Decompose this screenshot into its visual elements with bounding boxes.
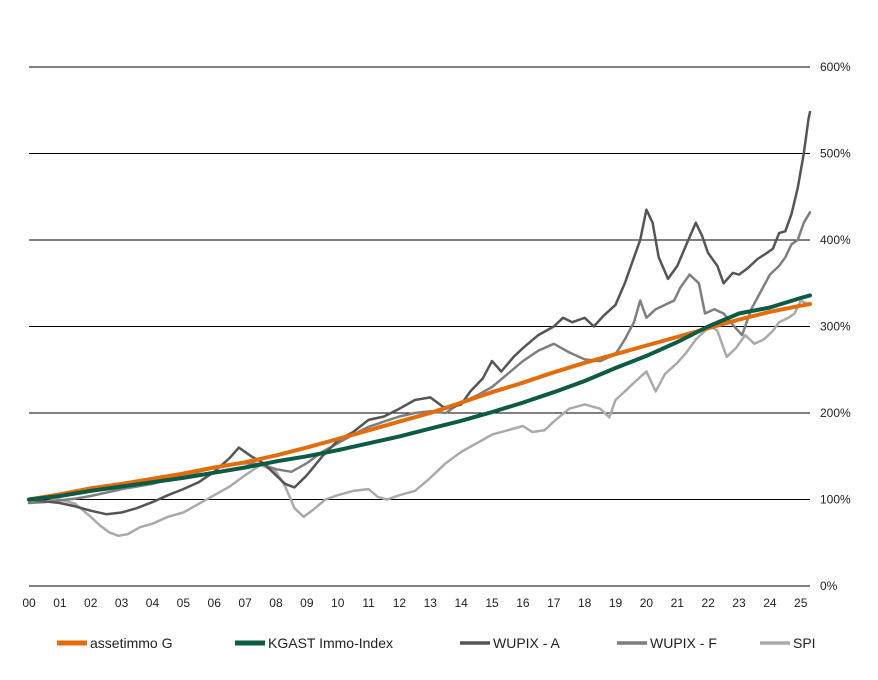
y-tick-label: 200% xyxy=(820,406,851,420)
legend-label-2: KGAST Immo-Index xyxy=(268,635,393,651)
y-tick-label: 300% xyxy=(820,320,851,334)
x-tick-label: 06 xyxy=(208,596,222,610)
x-tick-label: 17 xyxy=(547,596,561,610)
legend: assetimmo G KGAST Immo-Index WUPIX - A WUPI… xyxy=(57,635,816,651)
y-tick-label: 400% xyxy=(820,233,851,247)
y-tick-label: 100% xyxy=(820,493,851,507)
x-tick-label: 08 xyxy=(269,596,283,610)
x-tick-label: 00 xyxy=(22,596,36,610)
x-tick-label: 10 xyxy=(331,596,345,610)
series-line-5 xyxy=(27,299,812,538)
legend-label-1: assetimmo G xyxy=(90,635,172,651)
y-tick-label: 600% xyxy=(820,60,851,74)
series-line-4 xyxy=(27,211,812,505)
gridlines xyxy=(29,66,810,587)
legend-label-5: SPI xyxy=(793,635,816,651)
x-tick-label: 21 xyxy=(671,596,685,610)
x-tick-label: 24 xyxy=(763,596,777,610)
x-tick-label: 18 xyxy=(578,596,592,610)
y-axis-tick-labels: 0% 100% 200% 300% 400% 500% 600% xyxy=(820,60,851,593)
x-tick-label: 11 xyxy=(362,596,375,610)
legend-label-3: WUPIX - A xyxy=(493,635,561,651)
x-tick-label: 02 xyxy=(84,596,98,610)
legend-label-4: WUPIX - F xyxy=(650,635,717,651)
x-tick-label: 12 xyxy=(393,596,407,610)
x-tick-label: 03 xyxy=(115,596,129,610)
x-tick-label: 05 xyxy=(177,596,191,610)
x-tick-label: 13 xyxy=(424,596,438,610)
x-tick-label: 07 xyxy=(238,596,252,610)
x-tick-label: 04 xyxy=(146,596,160,610)
x-tick-label: 14 xyxy=(454,596,468,610)
x-tick-label: 23 xyxy=(732,596,746,610)
x-tick-label: 20 xyxy=(640,596,654,610)
x-tick-label: 16 xyxy=(516,596,530,610)
y-tick-label: 500% xyxy=(820,147,851,161)
series-lines xyxy=(27,110,812,538)
series-line-2 xyxy=(27,293,812,502)
x-tick-label: 25 xyxy=(794,596,808,610)
y-tick-label: 0% xyxy=(820,579,838,593)
x-tick-label: 19 xyxy=(609,596,623,610)
x-tick-label: 01 xyxy=(53,596,67,610)
x-tick-label: 09 xyxy=(300,596,314,610)
series-line-3 xyxy=(27,110,812,516)
x-tick-label: 22 xyxy=(701,596,715,610)
x-tick-label: 15 xyxy=(485,596,499,610)
x-axis-tick-labels: 00 01 02 03 04 05 06 07 08 09 10 11 12 13 14 15 16 17 18 19… xyxy=(22,596,807,610)
